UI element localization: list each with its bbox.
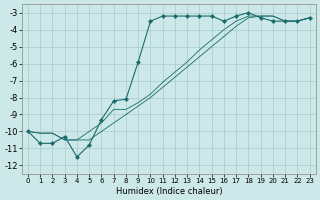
X-axis label: Humidex (Indice chaleur): Humidex (Indice chaleur) (116, 187, 222, 196)
